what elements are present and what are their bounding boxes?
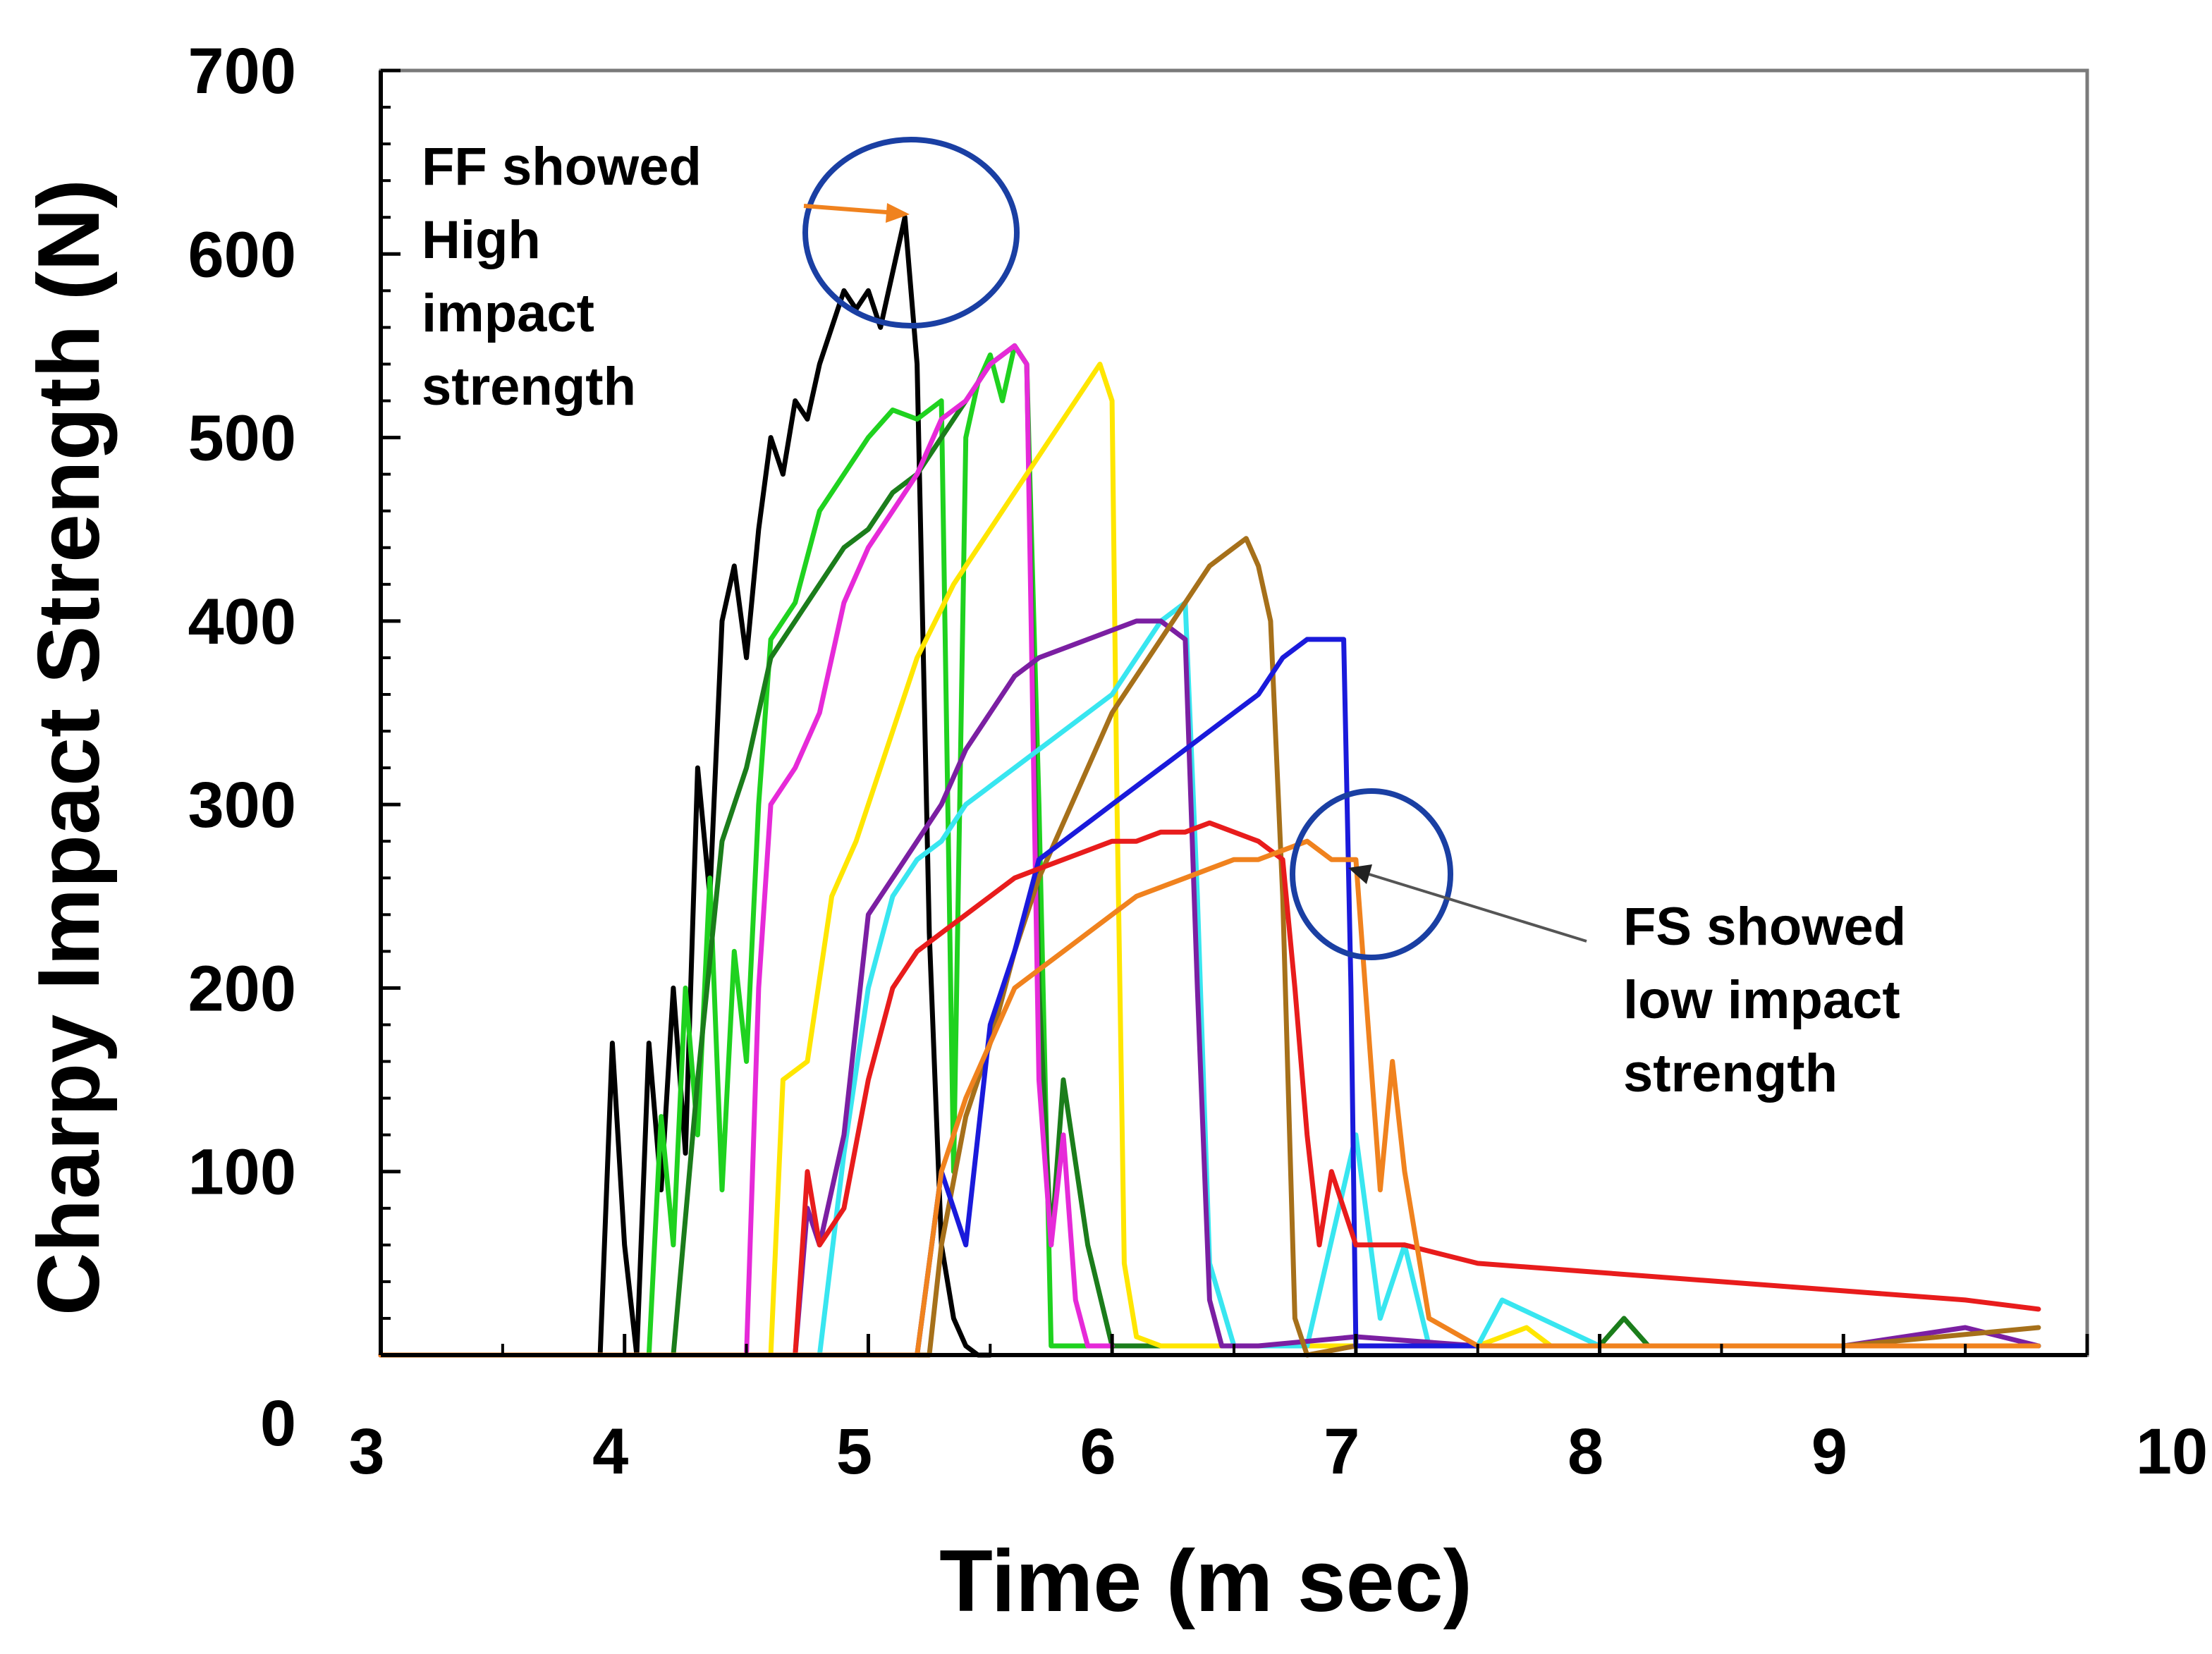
annotation-ff-line-4: strength xyxy=(422,357,636,417)
annotation-ff-line-3: impact xyxy=(422,283,594,343)
series-line-magenta xyxy=(378,343,1115,1358)
annotation-ff-arrow xyxy=(803,204,896,215)
y-tick-label: 700 xyxy=(188,35,297,107)
annotation-ff-arrowhead xyxy=(886,203,910,223)
ticks-layer: 0 100 200 300 400 500 600 700 3 4 5 6 7 8 9 10 xyxy=(188,35,2208,1488)
series-line-red xyxy=(378,820,2041,1358)
x-tick-label: 9 xyxy=(1811,1416,1847,1488)
y-tick-label: 500 xyxy=(188,403,297,474)
y-tick-label: 200 xyxy=(188,952,297,1024)
series-line-orange xyxy=(378,838,2041,1358)
annotation-fs-text: FS showed low impact strength xyxy=(1623,897,1921,1103)
annotation-fs-arrowhead xyxy=(1348,864,1372,884)
annotation-fs-line-1: FS showed xyxy=(1623,897,1906,957)
annotation-fs-arrow xyxy=(1364,871,1587,943)
y-tick-label: 400 xyxy=(188,586,297,658)
annotation-fs-line-2: low impact xyxy=(1623,970,1900,1030)
y-tick-label: 600 xyxy=(188,219,297,290)
x-tick-label: 6 xyxy=(1080,1416,1116,1488)
series-line-green xyxy=(378,343,2041,1358)
x-tick-label: 3 xyxy=(348,1416,384,1488)
series-line-blue xyxy=(378,637,2041,1358)
y-tick-label: 300 xyxy=(188,769,297,841)
annotation-ff-line-1: FF showed xyxy=(422,137,702,197)
x-tick-label: 7 xyxy=(1324,1416,1359,1488)
y-axis-title: Charpy Impact Strength (N) xyxy=(20,179,118,1316)
series-layer xyxy=(378,214,2041,1358)
annotation-fs-circle xyxy=(1290,788,1453,960)
annotation-fs: FS showed low impact strength xyxy=(1290,788,1921,1103)
annotation-ff-text: FF showed High impact strength xyxy=(422,137,716,417)
x-tick-label: 8 xyxy=(1568,1416,1603,1488)
y-tick-label: 100 xyxy=(188,1137,297,1208)
annotation-ff-line-2: High xyxy=(422,210,541,270)
x-tick-label: 5 xyxy=(836,1416,872,1488)
series-line-purple xyxy=(378,618,2041,1358)
x-tick-label: 10 xyxy=(2136,1416,2208,1488)
x-tick-label: 4 xyxy=(592,1416,628,1488)
y-tick-label: 0 xyxy=(260,1387,296,1459)
annotation-fs-line-3: strength xyxy=(1623,1043,1838,1103)
annotation-ff: FF showed High impact strength xyxy=(422,137,1020,417)
series-line-yellow xyxy=(378,362,2041,1358)
annotation-ff-circle xyxy=(802,137,1020,329)
x-axis-title: Time (m sec) xyxy=(939,1533,1472,1630)
